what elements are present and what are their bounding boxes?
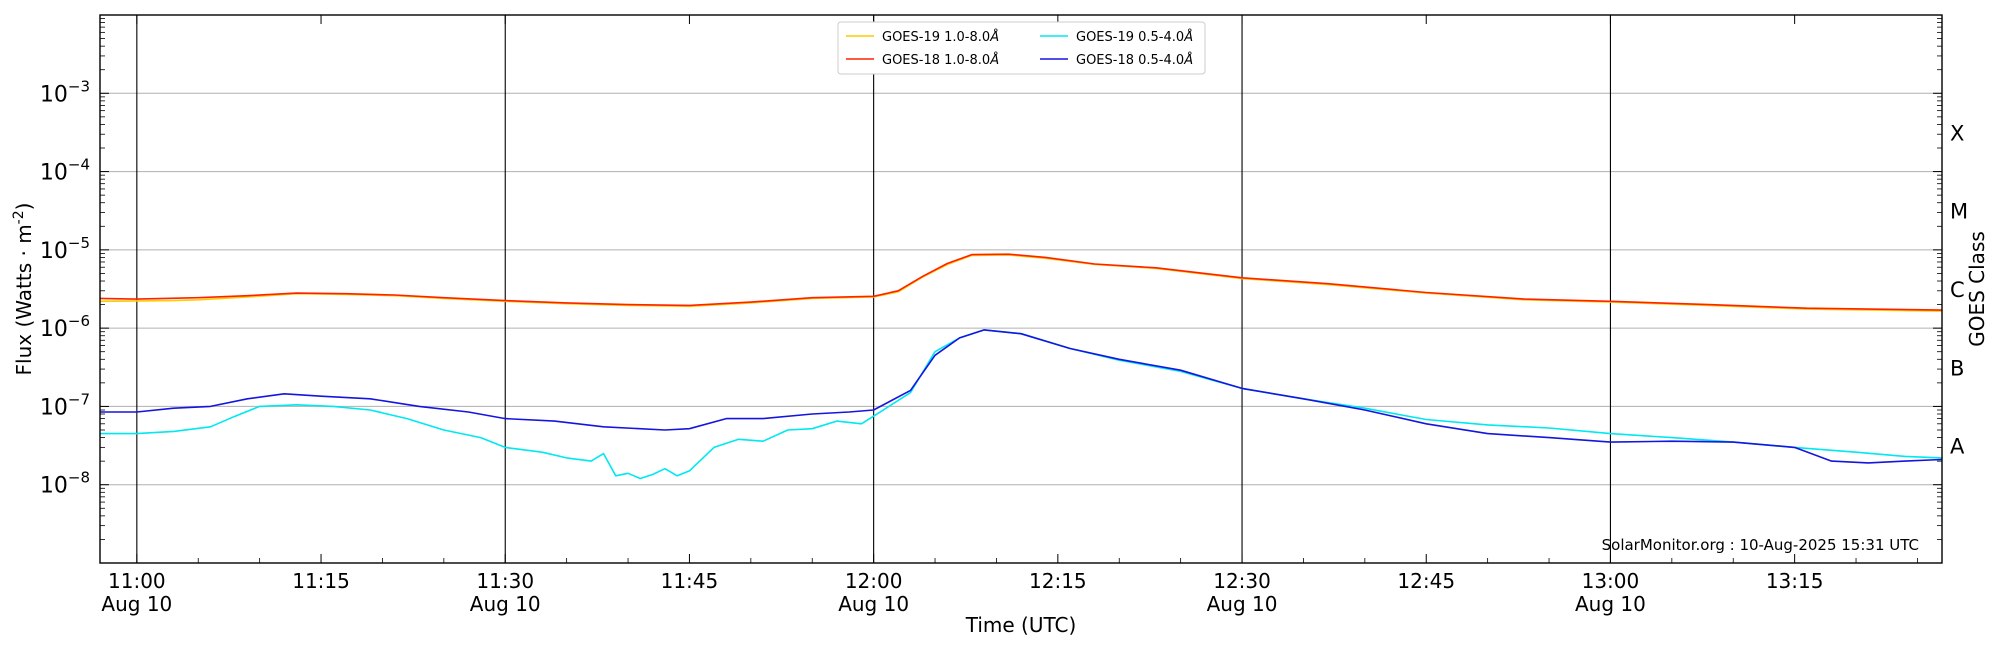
- y-tick-base: 10: [40, 395, 68, 420]
- y-axis-label-text: Flux (Watts · m: [12, 224, 36, 375]
- legend-series-name: GOES-18 1.0-8.0: [882, 53, 990, 68]
- gridlines: [100, 92, 1942, 486]
- x-tick-label: 13:15: [1766, 569, 1824, 593]
- goes-class-label: C: [1950, 278, 1965, 302]
- y-tick-exponent: −7: [68, 390, 90, 408]
- goes-class-label: B: [1950, 356, 1964, 380]
- series-line: [100, 329, 1942, 464]
- y-tick-label: 10−6: [40, 312, 90, 342]
- y-tick-exponent: −4: [68, 156, 90, 174]
- y-tick-exponent: −8: [68, 469, 90, 487]
- y-tick-label: 10−8: [40, 469, 90, 499]
- x-tick-label: 12:00: [845, 569, 903, 593]
- goes-class-label: X: [1950, 121, 1964, 145]
- series-line: [100, 253, 1942, 311]
- x-tick-label: 12:30: [1213, 569, 1271, 593]
- legend-series-unit: Å: [1183, 52, 1193, 68]
- legend-box: [837, 21, 1206, 75]
- x-tick-date-label: Aug 10: [838, 592, 909, 616]
- y-tick-label: 10−4: [40, 156, 90, 186]
- legend-entry-label: GOES-18 1.0-8.0Å: [882, 52, 999, 68]
- series-lines: [100, 253, 1942, 480]
- x-tick-label: 13:00: [1582, 569, 1640, 593]
- x-tick-date-label: Aug 10: [1207, 592, 1278, 616]
- legend-series-unit: Å: [1183, 29, 1193, 45]
- y-tick-exponent: −6: [68, 312, 90, 330]
- legend-series-name: GOES-18 0.5-4.0: [1076, 53, 1184, 68]
- legend-series-name: GOES-19 0.5-4.0: [1076, 30, 1184, 45]
- y-tick-label: 10−5: [40, 234, 90, 264]
- goes-class-label: M: [1950, 200, 1968, 224]
- date-separator-lines: [136, 15, 1611, 563]
- x-tick-date-label: Aug 10: [101, 592, 172, 616]
- source-annotation: SolarMonitor.org : 10-Aug-2025 15:31 UTC: [1602, 536, 1919, 554]
- plot-frame: [99, 14, 1943, 564]
- y-tick-exponent: −5: [68, 234, 90, 252]
- legend-series-name: GOES-19 1.0-8.0: [882, 30, 990, 45]
- y-tick-base: 10: [40, 161, 68, 186]
- x-axis-label: Time (UTC): [965, 613, 1077, 637]
- y-tick-base: 10: [40, 239, 68, 264]
- x-tick-label: 11:15: [292, 569, 350, 593]
- y-tick-base: 10: [40, 82, 68, 107]
- x-tick-date-label: Aug 10: [470, 592, 541, 616]
- x-tick-label: 11:00: [108, 569, 166, 593]
- y-tick-exponent: −3: [68, 77, 90, 95]
- goes-class-labels: A B C M X: [1950, 121, 1968, 458]
- x-tick-label: 11:45: [661, 569, 719, 593]
- legend-entry-label: GOES-19 1.0-8.0Å: [882, 29, 999, 45]
- y-axis-label-exponent: -2: [11, 210, 27, 224]
- x-tick-label: 12:45: [1397, 569, 1455, 593]
- y-tick-base: 10: [40, 474, 68, 499]
- legend-series-unit: Å: [989, 52, 999, 68]
- y-tick-label: 10−7: [40, 390, 90, 420]
- y-axis-label-close: ): [12, 203, 36, 211]
- x-tick-label: 11:30: [476, 569, 534, 593]
- y2-axis-label: GOES Class: [1965, 231, 1989, 347]
- legend-entry-label: GOES-19 0.5-4.0Å: [1076, 29, 1193, 45]
- y-axis-label: Flux (Watts · m-2): [11, 203, 36, 376]
- series-line: [100, 329, 1942, 480]
- y-axis-ticks: 10−810−710−610−510−410−3: [40, 18, 1942, 564]
- y-tick-label: 10−3: [40, 77, 90, 107]
- x-tick-date-label: Aug 10: [1575, 592, 1646, 616]
- x-tick-label: 12:15: [1029, 569, 1087, 593]
- legend-series-unit: Å: [989, 29, 999, 45]
- y-tick-base: 10: [40, 317, 68, 342]
- goes-class-label: A: [1950, 435, 1965, 459]
- legend-entry-label: GOES-18 0.5-4.0Å: [1076, 52, 1193, 68]
